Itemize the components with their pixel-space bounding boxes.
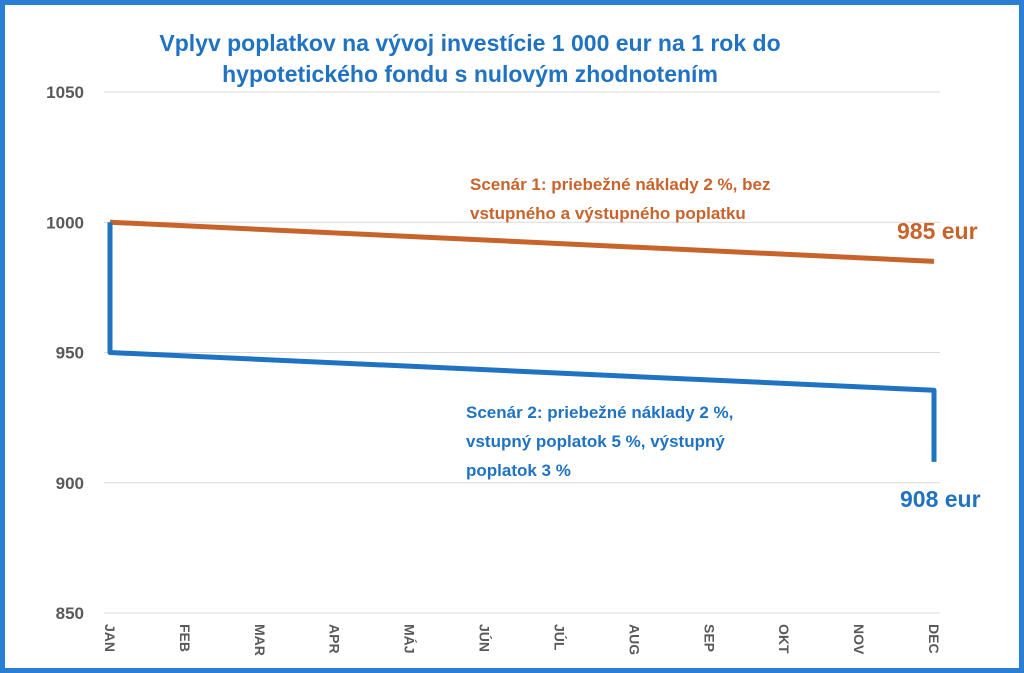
series-line-2 xyxy=(107,222,937,462)
x-tick-label-10: OKT xyxy=(776,624,792,654)
scenario-2-end-value: 908 eur xyxy=(900,486,981,512)
chart-title-line-1: Vplyv poplatkov na vývoj investície 1 00… xyxy=(159,30,781,56)
series-line-1 xyxy=(109,219,935,264)
scenario-2-annotation: Scenár 2: priebežné náklady 2 %, vstupný… xyxy=(466,398,733,485)
y-tick-label-900: 900 xyxy=(56,474,84,493)
y-tick-label-1000: 1000 xyxy=(46,213,84,232)
scenario-1-line-1: Scenár 1: priebežné náklady 2 %, bez xyxy=(470,175,771,194)
x-tick-label-12: DEC xyxy=(926,624,942,654)
x-axis-ticks: JAN FEB MAR APR MÁJ JÚN JÚL AUG SEP OKT NOV DEC xyxy=(102,624,942,656)
gridlines xyxy=(104,91,940,614)
y-tick-label-1050: 1050 xyxy=(46,83,84,102)
chart-title-line-2: hypotetického fondu s nulovým zhodnotení… xyxy=(222,61,718,87)
x-tick-label-1: JAN xyxy=(102,624,118,652)
x-tick-label-2: FEB xyxy=(177,624,193,652)
x-tick-label-6: JÚN xyxy=(477,624,494,652)
scenario-1-line-2: vstupného a výstupného poplatku xyxy=(470,204,746,223)
scenario-2-line-2: vstupný poplatok 5 %, výstupný xyxy=(466,432,725,451)
scenario-2-line-3: poplatok 3 % xyxy=(466,461,571,480)
x-tick-label-3: MAR xyxy=(252,624,268,656)
scenario-2-line-1: Scenár 2: priebežné náklady 2 %, xyxy=(466,403,734,422)
x-tick-label-4: APR xyxy=(327,624,343,654)
y-tick-label-950: 950 xyxy=(56,344,84,363)
x-tick-label-8: AUG xyxy=(626,624,642,655)
x-tick-label-11: NOV xyxy=(851,624,867,655)
x-tick-label-5: MÁJ xyxy=(402,624,418,654)
x-tick-label-9: SEP xyxy=(701,624,717,652)
scenario-1-annotation: Scenár 1: priebežné náklady 2 %, bez vst… xyxy=(470,170,770,228)
x-tick-label-7: JÚL xyxy=(551,624,568,651)
chart-title: Vplyv poplatkov na vývoj investície 1 00… xyxy=(60,28,880,90)
y-axis-ticks: 850 900 950 1000 1050 xyxy=(46,83,84,623)
series-lines xyxy=(107,219,937,462)
y-tick-label-850: 850 xyxy=(56,604,84,623)
scenario-1-end-value: 985 eur xyxy=(897,218,978,244)
